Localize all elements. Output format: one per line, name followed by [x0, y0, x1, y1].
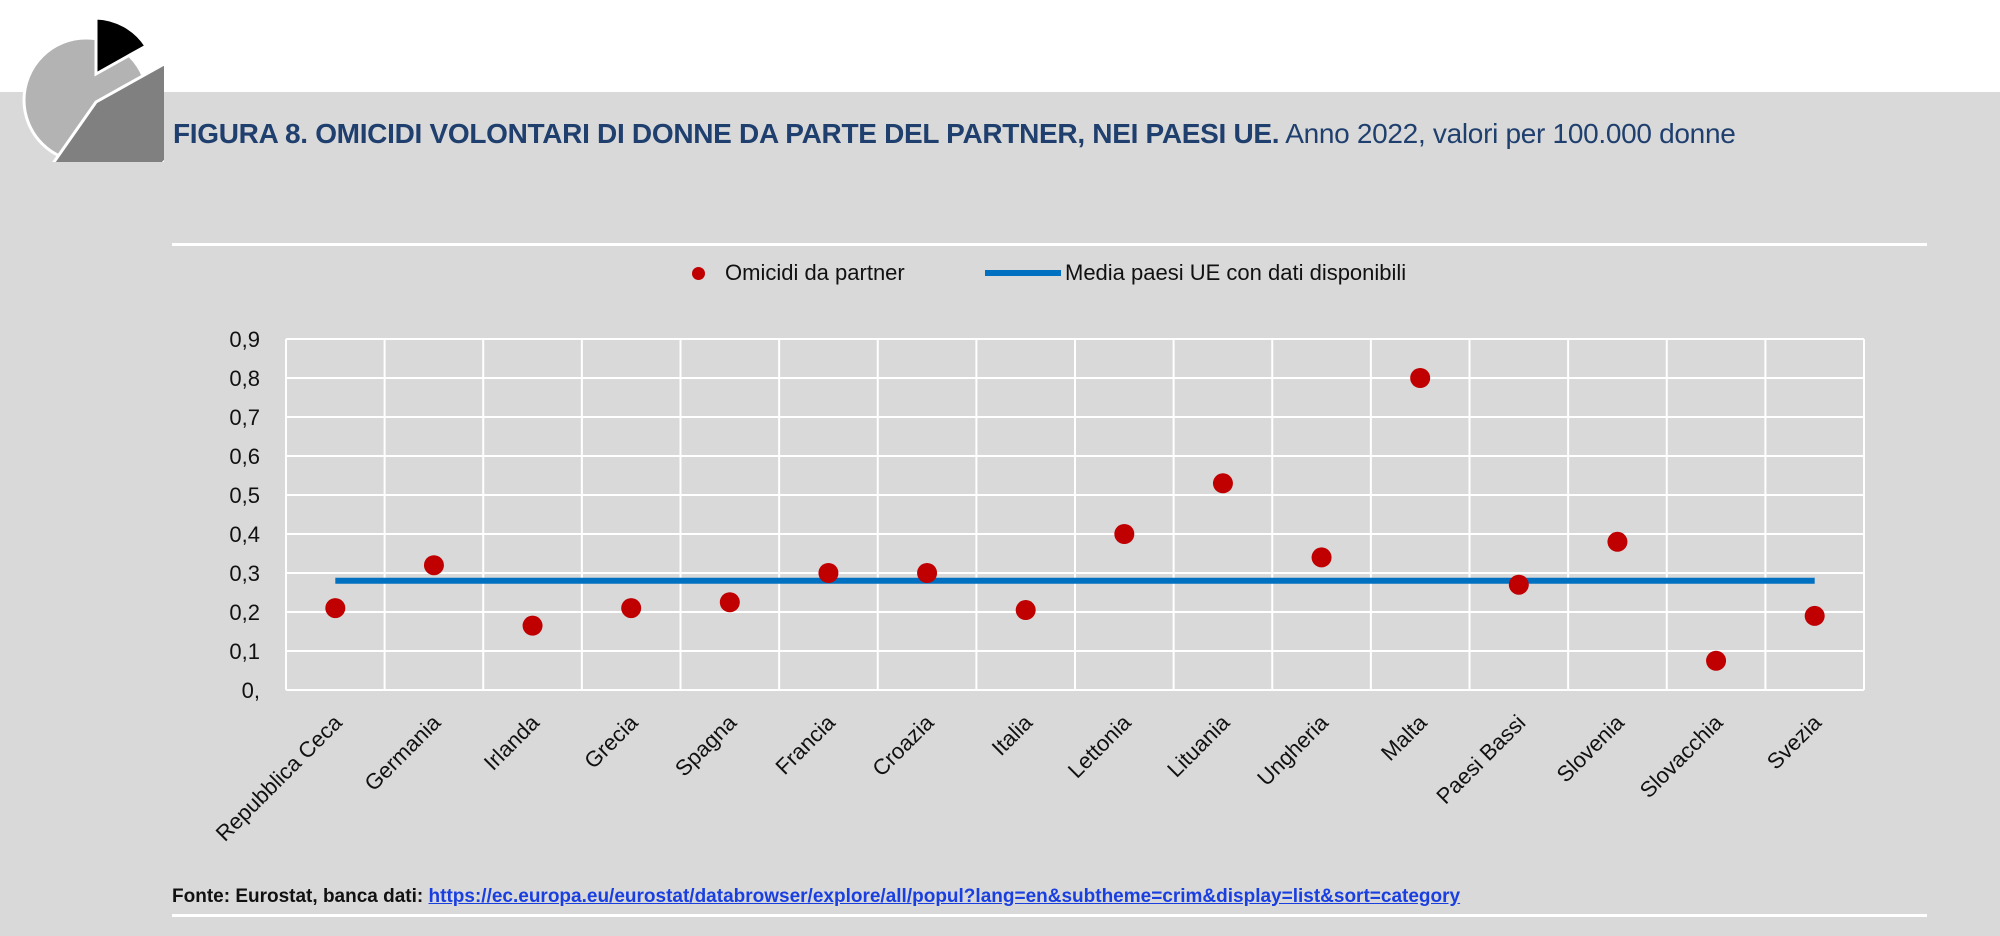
data-point — [719, 592, 740, 613]
pie-chart-logo-icon — [22, 16, 164, 162]
y-tick-label: 0, — [242, 678, 260, 703]
chart-legend: Omicidi da partner Media paesi UE con da… — [0, 258, 2000, 288]
legend-label-scatter: Omicidi da partner — [725, 260, 905, 285]
source-label: Fonte: Eurostat, banca dati: — [172, 886, 424, 907]
legend-item-scatter: Omicidi da partner — [692, 258, 905, 288]
x-tick-label: Ungheria — [1252, 709, 1333, 790]
figure-title: FIGURA 8. OMICIDI VOLONTARI DI DONNE DA … — [173, 118, 1973, 150]
data-point — [522, 615, 543, 636]
data-point — [1311, 547, 1332, 568]
x-tick-label: Germania — [359, 709, 446, 796]
x-tick-label: Irlanda — [479, 709, 545, 775]
figure-title-main: FIGURA 8. OMICIDI VOLONTARI DI DONNE DA … — [173, 118, 1280, 149]
y-tick-label: 0,5 — [229, 483, 260, 508]
x-tick-label: Francia — [770, 709, 840, 779]
data-point — [423, 555, 444, 576]
y-tick-label: 0,4 — [229, 522, 260, 547]
data-point — [1804, 605, 1825, 626]
x-tick-label: Grecia — [579, 709, 643, 773]
y-tick-label: 0,1 — [229, 639, 260, 664]
x-tick-label: Lettonia — [1063, 709, 1137, 783]
x-tick-label: Spagna — [670, 709, 742, 781]
data-point — [1508, 574, 1529, 595]
y-tick-label: 0,9 — [229, 327, 260, 352]
data-point — [1607, 531, 1628, 552]
data-point — [818, 563, 839, 583]
y-tick-label: 0,7 — [229, 405, 260, 430]
data-point — [1706, 650, 1727, 671]
x-tick-label: Malta — [1376, 709, 1432, 765]
data-point — [917, 563, 938, 583]
top-divider — [172, 243, 1927, 246]
data-point — [325, 598, 346, 619]
data-point — [1212, 473, 1233, 494]
x-tick-label: Svezia — [1762, 709, 1827, 774]
legend-line-icon — [985, 270, 1061, 276]
source-link[interactable]: https://ec.europa.eu/eurostat/databrowse… — [428, 886, 1461, 907]
legend-marker-icon — [692, 266, 705, 280]
x-tick-label: Croazia — [867, 709, 939, 781]
x-tick-label: Italia — [987, 709, 1038, 760]
legend-label-line: Media paesi UE con dati disponibili — [1065, 260, 1407, 285]
legend-item-line: Media paesi UE con dati disponibili — [985, 258, 1406, 288]
data-point — [621, 598, 642, 619]
bottom-divider — [172, 914, 1927, 917]
y-tick-label: 0,3 — [229, 561, 260, 586]
source-note: Fonte: Eurostat, banca dati: https://ec.… — [172, 886, 1460, 908]
x-tick-label: Lituania — [1162, 709, 1235, 782]
x-tick-label: Slovenia — [1552, 709, 1630, 787]
figure-title-sub: Anno 2022, valori per 100.000 donne — [1285, 118, 1736, 149]
data-point — [1410, 368, 1431, 388]
x-tick-label: Repubblica Ceca — [211, 709, 348, 846]
y-tick-label: 0,8 — [229, 366, 260, 391]
y-tick-label: 0,2 — [229, 600, 260, 625]
x-tick-label: Paesi Bassi — [1431, 710, 1530, 809]
y-tick-label: 0,6 — [229, 444, 260, 469]
data-point — [1114, 524, 1135, 544]
x-tick-label: Slovacchia — [1635, 709, 1728, 802]
data-point — [1015, 600, 1036, 621]
